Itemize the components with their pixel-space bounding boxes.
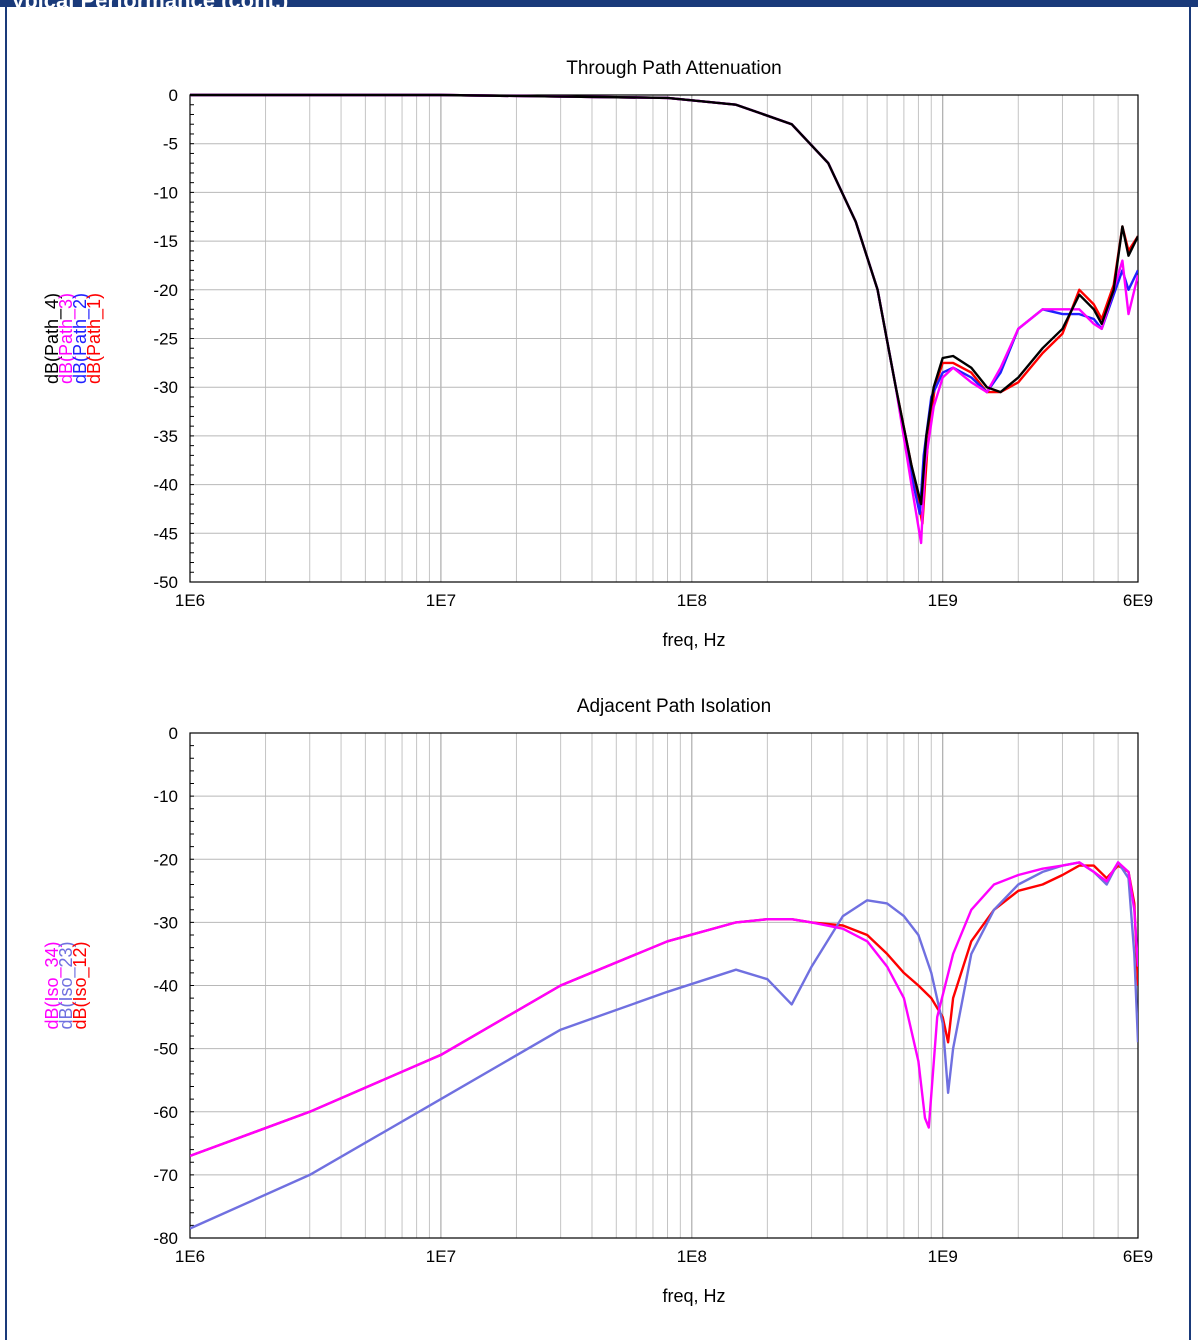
page-title: ypical Performance (cont.) xyxy=(12,0,289,13)
y-tick-label: 0 xyxy=(169,724,178,743)
legend-label: dB(Iso_34) xyxy=(42,941,63,1029)
series-line xyxy=(190,93,1138,515)
x-axis-label: freq, Hz xyxy=(662,630,725,650)
y-tick-label: -40 xyxy=(153,476,178,495)
chart-title: Through Path Attenuation xyxy=(566,58,782,79)
series-line xyxy=(190,93,1138,525)
title-bar xyxy=(0,0,1198,7)
adjacent-path-isolation-chart: Adjacent Path Isolation 0 -10 -20 -30 -40 -50 -… xyxy=(42,696,1153,1306)
chart-title: Adjacent Path Isolation xyxy=(577,696,771,717)
x-tick-label: 1E9 xyxy=(928,591,958,610)
legend-label: dB(Iso_12) xyxy=(70,941,91,1029)
x-tick-label: 1E7 xyxy=(426,1247,456,1266)
y-tick-label: -50 xyxy=(153,1040,178,1059)
y-tick-label: -50 xyxy=(153,573,178,592)
y-tick-label: -20 xyxy=(153,850,178,869)
y-tick-label: -10 xyxy=(153,183,178,202)
series-line xyxy=(190,93,1138,545)
x-tick-label: 1E8 xyxy=(677,1247,707,1266)
series-line xyxy=(190,93,1138,506)
legend-label: dB(Path_4) xyxy=(42,293,63,384)
y-tick-label: -30 xyxy=(153,913,178,932)
x-tick-label: 1E8 xyxy=(677,591,707,610)
y-tick-label: -35 xyxy=(153,427,178,446)
x-axis-label: freq, Hz xyxy=(662,1286,725,1306)
y-tick-label: 0 xyxy=(169,86,178,105)
x-tick-label: 6E9 xyxy=(1123,1247,1153,1266)
y-tick-label: -80 xyxy=(153,1229,178,1248)
series-line xyxy=(190,861,1138,1230)
y-tick-label: -45 xyxy=(153,524,178,543)
y-tick-label: -5 xyxy=(163,135,178,154)
y-tick-label: -40 xyxy=(153,977,178,996)
x-tick-label: 6E9 xyxy=(1123,591,1153,610)
y-tick-label: -70 xyxy=(153,1166,178,1185)
y-tick-label: -15 xyxy=(153,232,178,251)
x-tick-label: 1E6 xyxy=(175,591,205,610)
y-tick-label: -20 xyxy=(153,281,178,300)
legend-label: dB(Iso_23) xyxy=(56,941,77,1029)
x-tick-label: 1E6 xyxy=(175,1247,205,1266)
document-frame xyxy=(5,5,1191,1340)
y-tick-label: -25 xyxy=(153,330,178,349)
legend-label: dB(Path_1) xyxy=(84,293,105,384)
y-tick-label: -10 xyxy=(153,787,178,806)
plot-frame xyxy=(189,94,1139,583)
legend-label: dB(Path_2) xyxy=(70,293,91,384)
x-tick-label: 1E9 xyxy=(928,1247,958,1266)
y-tick-label: -60 xyxy=(153,1103,178,1122)
y-tick-label: -30 xyxy=(153,378,178,397)
x-tick-label: 1E7 xyxy=(426,591,456,610)
legend-label: dB(Path_3) xyxy=(56,293,77,384)
series-line xyxy=(190,861,1138,1158)
through-path-attenuation-chart: Through Path Attenuation 0 -5 -10 -15 -20 -25 -… xyxy=(42,58,1153,650)
